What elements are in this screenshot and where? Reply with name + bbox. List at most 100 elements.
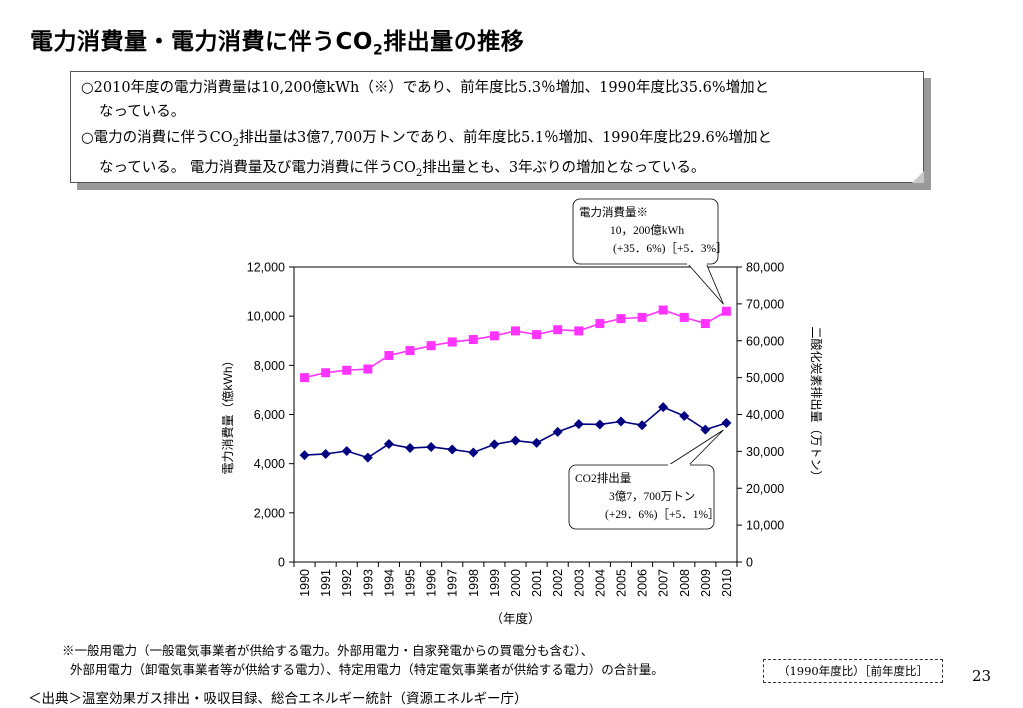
co2-emission-marker [468,447,479,458]
co2-emission-marker [615,416,626,427]
left-axis-tick-label: 0 [278,556,285,570]
power-consumption-marker [637,312,647,322]
summary-line: ○電力の消費に伴うCO2排出量は3億7,700万トンであり、前年度比5.1％増加… [81,130,773,149]
summary-line: なっている。 電力消費量及び電力消費に伴うCO2排出量とも、3年ぶりの増加となっ… [99,159,706,179]
power-consumption-marker [553,325,563,335]
summary-line: なっている。 [99,104,186,120]
right-axis-title: 二酸化炭素排出量（万トン） [809,326,824,482]
right-axis-tick-label: 0 [746,556,753,570]
power-consumption-marker [489,331,499,341]
x-axis-category-label: 1992 [340,569,354,597]
power-consumption-marker [679,312,689,322]
x-axis-title: （年度） [490,611,540,626]
source-citation: ＜出典＞温室効果ガス排出・吸収目録、総合エネルギー統計（資源エネルギー庁） [28,691,528,707]
co2-emission-marker [299,450,310,461]
x-axis-category-label: 2002 [551,569,565,597]
power-callout-box [572,198,719,265]
x-axis-category-label: 2003 [572,569,586,597]
co2-emission-marker [489,439,500,450]
power-consumption-marker [384,351,394,360]
right-axis-tick-label: 80,000 [746,261,784,275]
power-callout-text: 10，200億kWh [610,224,684,237]
power-consumption-marker [405,346,415,356]
power-consumption-marker [658,305,668,315]
co2-callout-pointer [668,429,724,466]
power-consumption-marker [426,341,436,351]
x-axis-category-label: 2000 [509,569,523,597]
x-axis-category-label: 2010 [720,569,734,597]
right-axis-tick-label: 70,000 [746,297,784,311]
co2-emission-marker [573,419,584,430]
co2-emission-marker [426,441,437,452]
left-axis-title: 電力消費量（億kWh） [220,354,235,474]
left-axis-tick-label: 2,000 [254,506,285,520]
power-consumption-marker [300,373,310,383]
x-axis-category-label: 2001 [530,569,544,597]
left-axis-tick-label: 10,000 [247,310,285,324]
power-consumption-marker [574,326,584,336]
x-axis-category-label: 2008 [678,569,692,597]
power-consumption-marker [447,337,457,347]
co2-emission-marker [594,419,605,430]
power-consumption-marker [342,365,352,375]
co2-callout-box [568,464,715,530]
co2-emission-marker [447,444,458,455]
power-consumption-marker [700,319,710,329]
ratio-legend-key: （1990年度比）［前年度比］ [763,659,943,683]
page-fold-decoration [912,171,924,183]
right-axis-tick-label: 40,000 [746,408,784,422]
right-axis-tick-label: 10,000 [746,519,784,533]
page-number: 23 [972,667,992,685]
power-consumption-marker [363,364,373,374]
power-callout-text: (+35．6%)［+5．3%］ [613,242,728,255]
right-axis-tick-label: 60,000 [746,334,784,348]
left-axis-tick-label: 12,000 [247,261,285,275]
power-consumption-marker [532,330,542,340]
summary-line: ○2010年度の電力消費量は10,200億kWh（※）であり、前年度比5.3％増… [81,80,770,96]
co2-emission-marker [510,435,521,446]
summary-paragraph-co2: ○電力の消費に伴うCO2排出量は3億7,700万トンであり、前年度比5.1％増加… [81,126,916,186]
co2-emission-marker [341,446,352,457]
x-axis-category-label: 1998 [467,569,481,597]
x-axis-category-label: 1995 [404,569,418,597]
right-axis-tick-label: 50,000 [746,371,784,385]
co2-emission-marker [658,402,669,413]
footnote-line-2: 外部用電力（卸電気事業者等が供給する電力）、特定用電力（特定電気事業者が供給する… [70,662,664,677]
co2-emission-marker [637,420,648,431]
co2-emission-line [304,406,727,459]
co2-emission-marker [383,439,394,449]
power-consumption-marker [595,319,605,329]
summary-box: ○2010年度の電力消費量は10,200億kWh（※）であり、前年度比5.3％増… [70,71,924,183]
co2-emission-marker [320,448,331,459]
power-consumption-marker [321,368,331,378]
x-axis-category-label: 1999 [488,569,502,597]
x-axis-category-label: 1997 [446,569,460,597]
x-axis-category-label: 2004 [593,569,607,597]
x-axis-category-label: 1994 [382,569,396,597]
co2-callout-text: CO2排出量 [575,471,631,485]
x-axis-category-label: 2007 [657,569,671,597]
power-callout-pointer [687,262,724,305]
co2-emission-marker [679,410,690,421]
co2-callout-text: (+29．6%)［+5．1%］ [605,508,720,521]
left-axis-tick-label: 8,000 [254,359,285,373]
x-axis-category-label: 1991 [319,569,333,597]
footnote-line-1: ※一般用電力（一般電気事業者が供給する電力。外部用電力・自家発電からの買電分も含… [62,643,594,658]
co2-callout-text: 3億7，700万トン [609,490,695,503]
page-title: 電力消費量・電力消費に伴うCO2排出量の推移 [30,29,525,59]
co2-emission-marker [552,426,563,437]
x-axis-category-label: 2009 [699,569,713,597]
co2-emission-marker [531,437,542,448]
power-consumption-marker [511,326,520,336]
summary-paragraph-power: ○2010年度の電力消費量は10,200億kWh（※）であり、前年度比5.3％増… [81,76,916,124]
power-consumption-marker [721,306,731,316]
power-callout-text: 電力消費量※ [579,205,648,219]
co2-emission-marker [721,417,732,428]
right-axis-tick-label: 30,000 [746,445,784,459]
x-axis-category-label: 2006 [636,569,650,597]
left-axis-tick-label: 6,000 [254,408,285,422]
x-axis-category-label: 2005 [614,569,628,597]
co2-emission-marker [700,424,711,435]
right-axis-tick-label: 20,000 [746,482,784,496]
